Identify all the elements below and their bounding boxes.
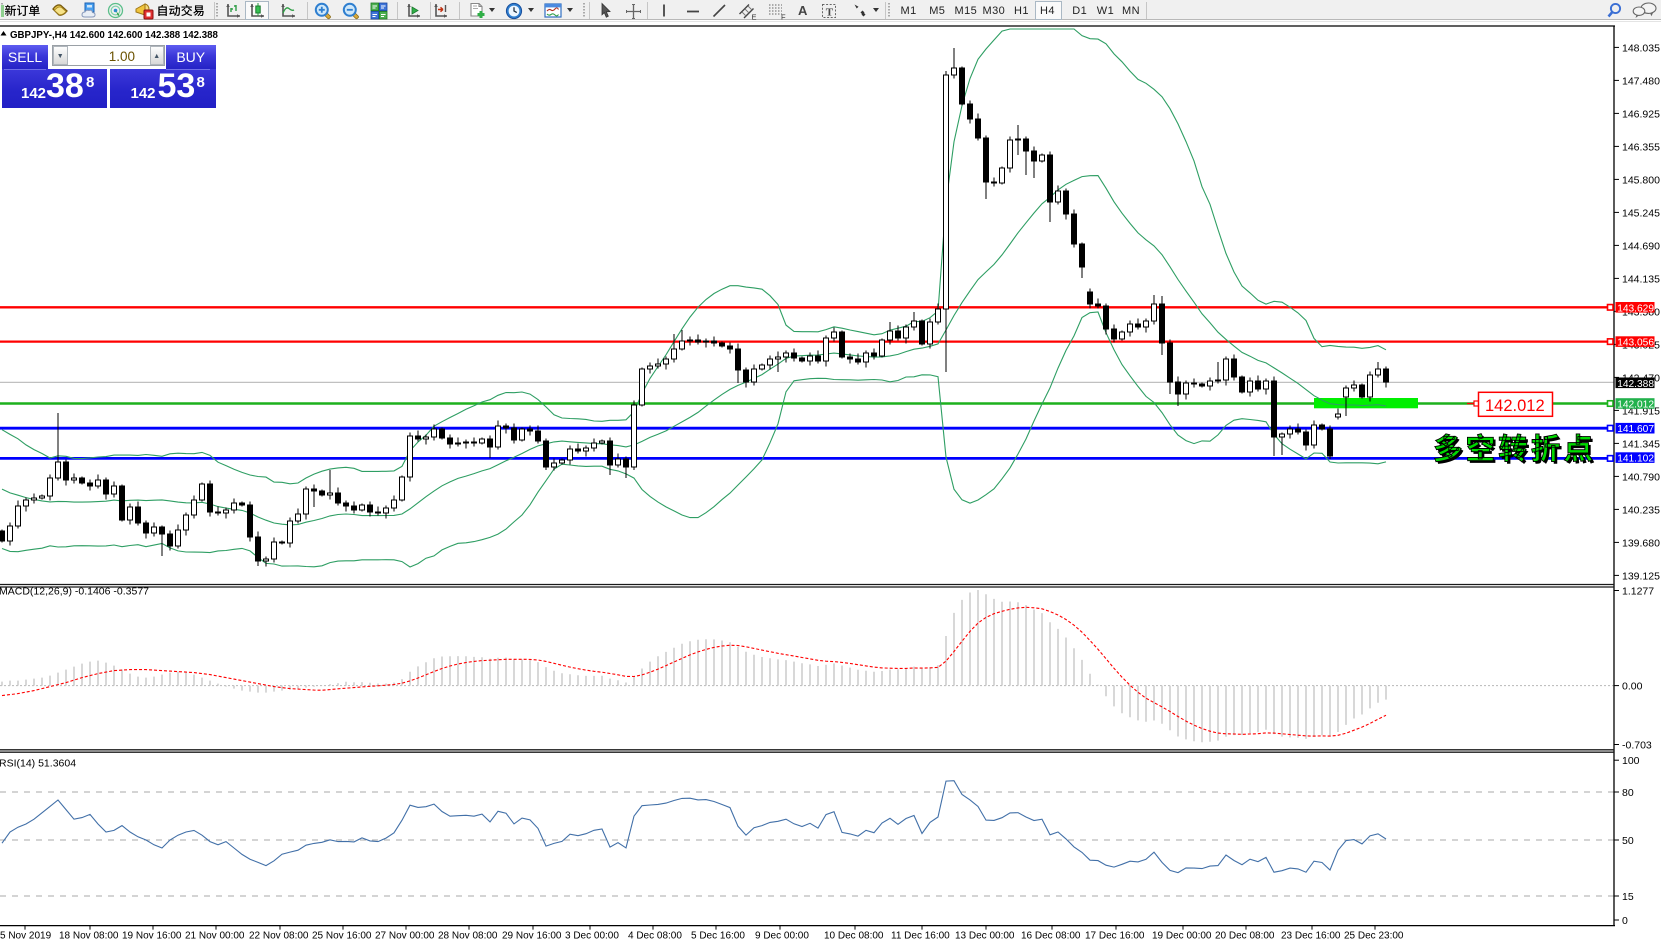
svg-text:GBPJPY-,H4 142.600 142.600 14: GBPJPY-,H4 142.600 142.600 142.388 142.3… <box>10 30 219 41</box>
svg-text:144.135: 144.135 <box>1622 273 1660 285</box>
svg-text:23 Dec 16:00: 23 Dec 16:00 <box>1281 931 1341 942</box>
svg-text:1.1277: 1.1277 <box>1622 586 1654 598</box>
svg-text:142.012: 142.012 <box>1617 400 1654 411</box>
svg-text:80: 80 <box>1622 787 1634 799</box>
svg-text:146.925: 146.925 <box>1622 108 1660 120</box>
svg-text:141.102: 141.102 <box>1617 454 1654 465</box>
svg-text:142.012: 142.012 <box>1485 397 1545 415</box>
svg-text:143.056: 143.056 <box>1617 338 1654 349</box>
svg-text:4 Dec 08:00: 4 Dec 08:00 <box>628 931 682 942</box>
svg-text:147.480: 147.480 <box>1622 75 1660 87</box>
svg-text:146.355: 146.355 <box>1622 141 1660 153</box>
svg-text:F: F <box>781 13 786 22</box>
svg-text:10 Dec 08:00: 10 Dec 08:00 <box>824 931 884 942</box>
svg-text:19 Dec 00:00: 19 Dec 00:00 <box>1152 931 1212 942</box>
svg-text:MACD(12,26,9) -0.1406 -0.3577: MACD(12,26,9) -0.1406 -0.3577 <box>0 586 149 598</box>
svg-text:143.629: 143.629 <box>1617 303 1654 314</box>
svg-text:140.235: 140.235 <box>1622 504 1660 516</box>
svg-text:148.035: 148.035 <box>1622 42 1660 54</box>
svg-text:9 Dec 00:00: 9 Dec 00:00 <box>755 931 809 942</box>
svg-text:E: E <box>752 13 757 22</box>
svg-text:T: T <box>826 7 834 19</box>
svg-text:0: 0 <box>1622 915 1628 927</box>
svg-text:25 Nov 16:00: 25 Nov 16:00 <box>312 931 372 942</box>
svg-text:100: 100 <box>1622 755 1640 767</box>
svg-text:0.00: 0.00 <box>1622 681 1643 693</box>
svg-text:145.245: 145.245 <box>1622 207 1660 219</box>
svg-text:29 Nov 16:00: 29 Nov 16:00 <box>502 931 562 942</box>
svg-text:27 Nov 00:00: 27 Nov 00:00 <box>375 931 435 942</box>
svg-text:22 Nov 08:00: 22 Nov 08:00 <box>249 931 309 942</box>
svg-text:145.800: 145.800 <box>1622 174 1660 186</box>
svg-text:144.690: 144.690 <box>1622 240 1660 252</box>
svg-text:142.388: 142.388 <box>1617 379 1654 390</box>
svg-text:-0.703: -0.703 <box>1622 740 1652 752</box>
svg-text:17 Dec 16:00: 17 Dec 16:00 <box>1085 931 1145 942</box>
svg-text:15: 15 <box>1622 891 1634 903</box>
svg-text:13 Dec 00:00: 13 Dec 00:00 <box>955 931 1015 942</box>
svg-text:141.607: 141.607 <box>1617 424 1654 435</box>
svg-text:28 Nov 08:00: 28 Nov 08:00 <box>438 931 498 942</box>
svg-text:3 Dec 00:00: 3 Dec 00:00 <box>565 931 619 942</box>
svg-text:50: 50 <box>1622 835 1634 847</box>
svg-text:16 Dec 08:00: 16 Dec 08:00 <box>1021 931 1081 942</box>
svg-text:20 Dec 08:00: 20 Dec 08:00 <box>1215 931 1275 942</box>
svg-text:19 Nov 16:00: 19 Nov 16:00 <box>122 931 182 942</box>
svg-text:21 Nov 00:00: 21 Nov 00:00 <box>185 931 245 942</box>
svg-text:139.125: 139.125 <box>1622 570 1660 582</box>
svg-text:25 Dec 23:00: 25 Dec 23:00 <box>1344 931 1404 942</box>
svg-text:139.680: 139.680 <box>1622 537 1660 549</box>
svg-text:140.790: 140.790 <box>1622 471 1660 483</box>
svg-text:11 Dec 16:00: 11 Dec 16:00 <box>891 931 950 942</box>
svg-text:5 Nov 2019: 5 Nov 2019 <box>0 931 52 942</box>
svg-text:RSI(14) 51.3604: RSI(14) 51.3604 <box>0 758 76 770</box>
svg-text:5 Dec 16:00: 5 Dec 16:00 <box>691 931 745 942</box>
svg-text:18 Nov 08:00: 18 Nov 08:00 <box>59 931 119 942</box>
svg-text:141.345: 141.345 <box>1622 438 1660 450</box>
